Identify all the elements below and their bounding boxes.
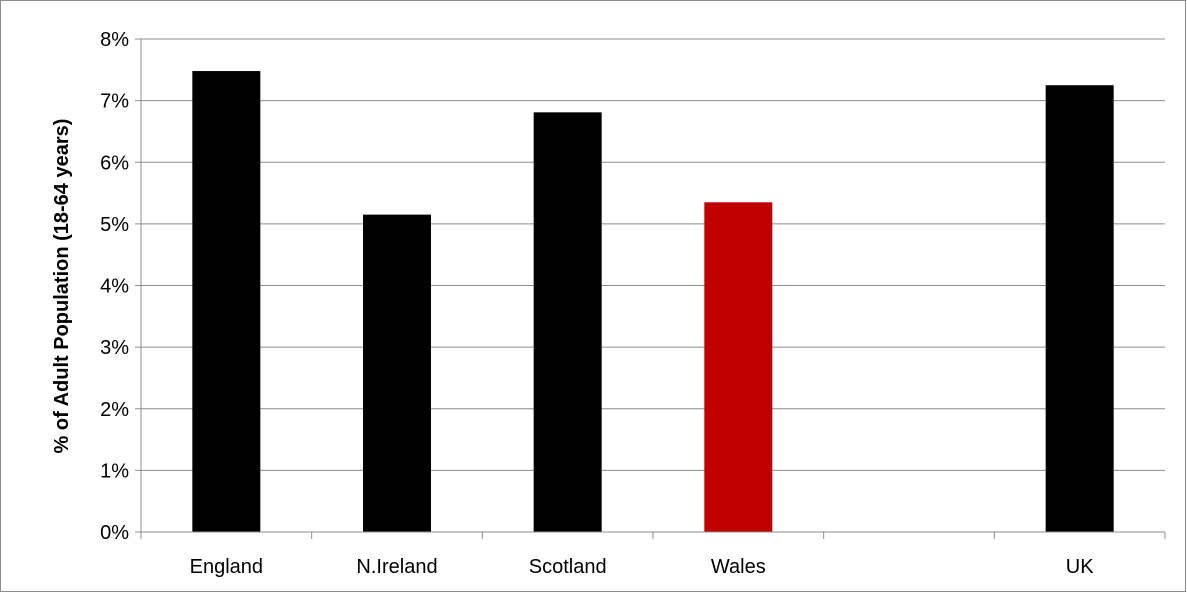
- y-tick-label: 6%: [100, 152, 129, 174]
- bar-uk: [1045, 85, 1114, 532]
- y-tick-label: 8%: [100, 29, 129, 51]
- y-tick-label: 3%: [100, 337, 129, 359]
- x-tick-label: Scotland: [529, 556, 607, 578]
- x-tick-label: N.Ireland: [356, 556, 437, 578]
- x-tick-label: Wales: [711, 556, 766, 578]
- x-tick-label: England: [190, 556, 263, 578]
- y-tick-label: 5%: [100, 214, 129, 236]
- x-tick-labels: England N.Ireland Scotland Wales UK: [190, 556, 1095, 578]
- axes: [135, 38, 1166, 539]
- y-tick-label: 1%: [100, 460, 129, 482]
- bars: [192, 71, 1114, 533]
- y-tick-label: 2%: [100, 399, 129, 421]
- bar-scotland: [533, 112, 602, 533]
- bar-england: [192, 71, 261, 533]
- bar-n-ireland: [363, 214, 431, 532]
- gridlines: [141, 38, 1165, 471]
- x-tick-label: UK: [1066, 556, 1094, 578]
- y-tick-labels: 0% 1% 2% 3% 4% 5% 6% 7% 8%: [100, 29, 129, 544]
- y-axis-title: % of Adult Population (18-64 years): [51, 119, 73, 454]
- y-tick-label: 0%: [100, 522, 129, 544]
- bar-wales: [704, 202, 773, 532]
- y-tick-label: 7%: [100, 91, 129, 113]
- y-tick-label: 4%: [100, 276, 129, 298]
